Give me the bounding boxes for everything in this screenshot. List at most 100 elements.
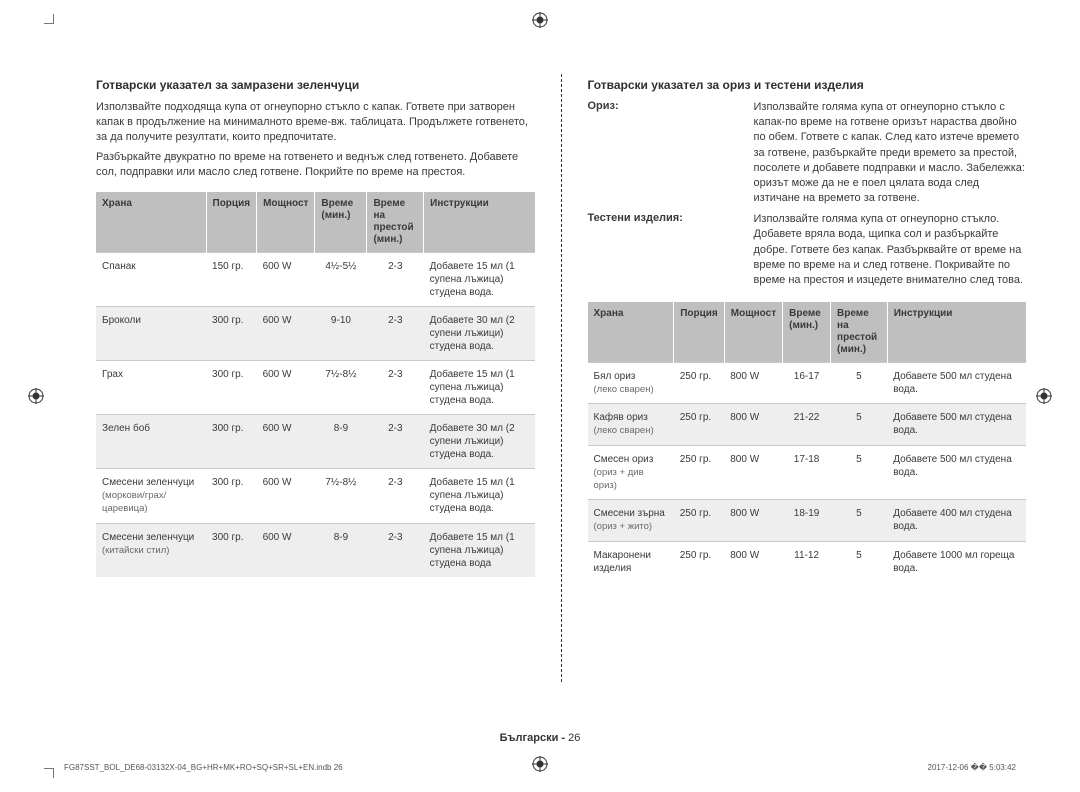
cell-time: 9-10 [315, 306, 367, 360]
cell-stand: 5 [831, 541, 888, 582]
cell-time: 4½-5½ [315, 252, 367, 306]
cell-time: 21-22 [783, 404, 831, 445]
cell-instructions: Добавете 500 мл студена вода. [887, 445, 1026, 500]
cell-portion: 250 гр. [674, 363, 725, 404]
cell-portion: 250 гр. [674, 541, 725, 582]
page: Готварски указател за замразени зеленчуц… [0, 0, 1080, 792]
column-header: Време на престой(мин.) [831, 302, 888, 363]
cell-power: 800 W [724, 445, 782, 500]
cell-time: 18-19 [783, 500, 831, 541]
cell-time: 8-9 [315, 414, 367, 468]
cell-food: Грах [96, 360, 206, 414]
cell-food: Макаронени изделия [588, 541, 674, 582]
crop-mark-tl [44, 14, 54, 24]
column-header: Време(мин.) [783, 302, 831, 363]
cell-power: 600 W [257, 523, 315, 577]
cell-time: 16-17 [783, 363, 831, 404]
cell-power: 600 W [257, 252, 315, 306]
table-row: Броколи300 гр.600 W9-102-3Добавете 30 мл… [96, 306, 535, 360]
definition-body: Използвайте голяма купа от огнеупорно ст… [754, 212, 1027, 288]
cell-portion: 250 гр. [674, 445, 725, 500]
column-header: Порция [206, 192, 257, 253]
column-header: Храна [96, 192, 206, 253]
registration-mark-right [1036, 388, 1052, 404]
table-row: Грах300 гр.600 W7½-8½2-3Добавете 15 мл (… [96, 360, 535, 414]
column-header: Инструкции [424, 192, 535, 253]
column-header: Време на престой(мин.) [367, 192, 424, 253]
cell-power: 800 W [724, 363, 782, 404]
registration-mark-left [28, 388, 44, 404]
cell-portion: 300 гр. [206, 360, 257, 414]
footer-page-number: 26 [568, 732, 580, 744]
cell-stand: 2-3 [367, 414, 424, 468]
definition-body: Използвайте голяма купа от огнеупорно ст… [754, 100, 1027, 206]
imprint-line: FG87SST_BOL_DE68-03132X-04_BG+HR+MK+RO+S… [64, 763, 1016, 772]
right-heading: Готварски указател за ориз и тестени изд… [588, 78, 1027, 92]
content-area: Готварски указател за замразени зеленчуц… [96, 78, 1026, 722]
cell-instructions: Добавете 15 мл (1 супена лъжица) студена… [424, 360, 535, 414]
cell-power: 600 W [257, 468, 315, 523]
cell-instructions: Добавете 500 мл студена вода. [887, 404, 1026, 445]
cell-food: Смесени зеленчуци(китайски стил) [96, 523, 206, 577]
cell-time: 11-12 [783, 541, 831, 582]
footer-language: Български [500, 732, 559, 744]
cell-stand: 5 [831, 363, 888, 404]
table-row: Макаронени изделия250 гр.800 W11-125Доба… [588, 541, 1027, 582]
cell-stand: 5 [831, 500, 888, 541]
cell-stand: 5 [831, 445, 888, 500]
cell-power: 600 W [257, 360, 315, 414]
column-divider [561, 74, 562, 682]
cell-power: 800 W [724, 500, 782, 541]
table-row: Спанак150 гр.600 W4½-5½2-3Добавете 15 мл… [96, 252, 535, 306]
cell-instructions: Добавете 1000 мл гореща вода. [887, 541, 1026, 582]
vegetable-table-wrap: ХранаПорцияМощностВреме(мин.)Време на пр… [96, 192, 535, 577]
cell-food: Кафяв ориз(леко сварен) [588, 404, 674, 445]
cell-instructions: Добавете 15 мл (1 супена лъжица) студена… [424, 468, 535, 523]
cell-stand: 5 [831, 404, 888, 445]
cell-food: Бял ориз(леко сварен) [588, 363, 674, 404]
imprint-timestamp: 2017-12-06 �� 5:03:42 [928, 763, 1016, 772]
right-column: Готварски указател за ориз и тестени изд… [588, 78, 1027, 722]
cell-stand: 2-3 [367, 468, 424, 523]
cell-portion: 300 гр. [206, 523, 257, 577]
cell-food: Смесени зеленчуци(моркови/грах/царевица) [96, 468, 206, 523]
cell-portion: 150 гр. [206, 252, 257, 306]
left-heading: Готварски указател за замразени зеленчуц… [96, 78, 535, 92]
column-header: Мощност [257, 192, 315, 253]
table-row: Кафяв ориз(леко сварен)250 гр.800 W21-22… [588, 404, 1027, 445]
cell-time: 7½-8½ [315, 360, 367, 414]
cell-stand: 2-3 [367, 252, 424, 306]
left-paragraph-1: Използвайте подходяща купа от огнеупорно… [96, 100, 535, 146]
cell-time: 7½-8½ [315, 468, 367, 523]
table-row: Смесени зеленчуци(моркови/грах/царевица)… [96, 468, 535, 523]
definitions: Ориз:Използвайте голяма купа от огнеупор… [588, 100, 1027, 288]
cell-power: 800 W [724, 404, 782, 445]
cell-instructions: Добавете 30 мл (2 супени лъжици) студена… [424, 306, 535, 360]
column-header: Храна [588, 302, 674, 363]
cell-time: 8-9 [315, 523, 367, 577]
left-paragraph-2: Разбъркайте двукратно по време на готвен… [96, 150, 535, 180]
cell-portion: 300 гр. [206, 414, 257, 468]
cell-instructions: Добавете 15 мл (1 супена лъжица) студена… [424, 523, 535, 577]
imprint-filename: FG87SST_BOL_DE68-03132X-04_BG+HR+MK+RO+S… [64, 763, 343, 772]
cell-instructions: Добавете 15 мл (1 супена лъжица) студена… [424, 252, 535, 306]
cell-power: 800 W [724, 541, 782, 582]
left-column: Готварски указател за замразени зеленчуц… [96, 78, 535, 722]
column-header: Порция [674, 302, 725, 363]
cell-food: Броколи [96, 306, 206, 360]
footer-sep: - [558, 732, 568, 744]
cell-stand: 2-3 [367, 306, 424, 360]
cell-portion: 250 гр. [674, 404, 725, 445]
table-row: Зелен боб300 гр.600 W8-92-3Добавете 30 м… [96, 414, 535, 468]
registration-mark-top [532, 12, 548, 28]
table-row: Бял ориз(леко сварен)250 гр.800 W16-175Д… [588, 363, 1027, 404]
definition-row: Ориз:Използвайте голяма купа от огнеупор… [588, 100, 1027, 206]
table-row: Смесен ориз(ориз + див ориз)250 гр.800 W… [588, 445, 1027, 500]
cell-instructions: Добавете 30 мл (2 супени лъжици) студена… [424, 414, 535, 468]
definition-row: Тестени изделия:Използвайте голяма купа … [588, 212, 1027, 288]
cell-portion: 300 гр. [206, 468, 257, 523]
cell-food: Смесен ориз(ориз + див ориз) [588, 445, 674, 500]
cell-instructions: Добавете 500 мл студена вода. [887, 363, 1026, 404]
cell-food: Зелен боб [96, 414, 206, 468]
cell-stand: 2-3 [367, 523, 424, 577]
